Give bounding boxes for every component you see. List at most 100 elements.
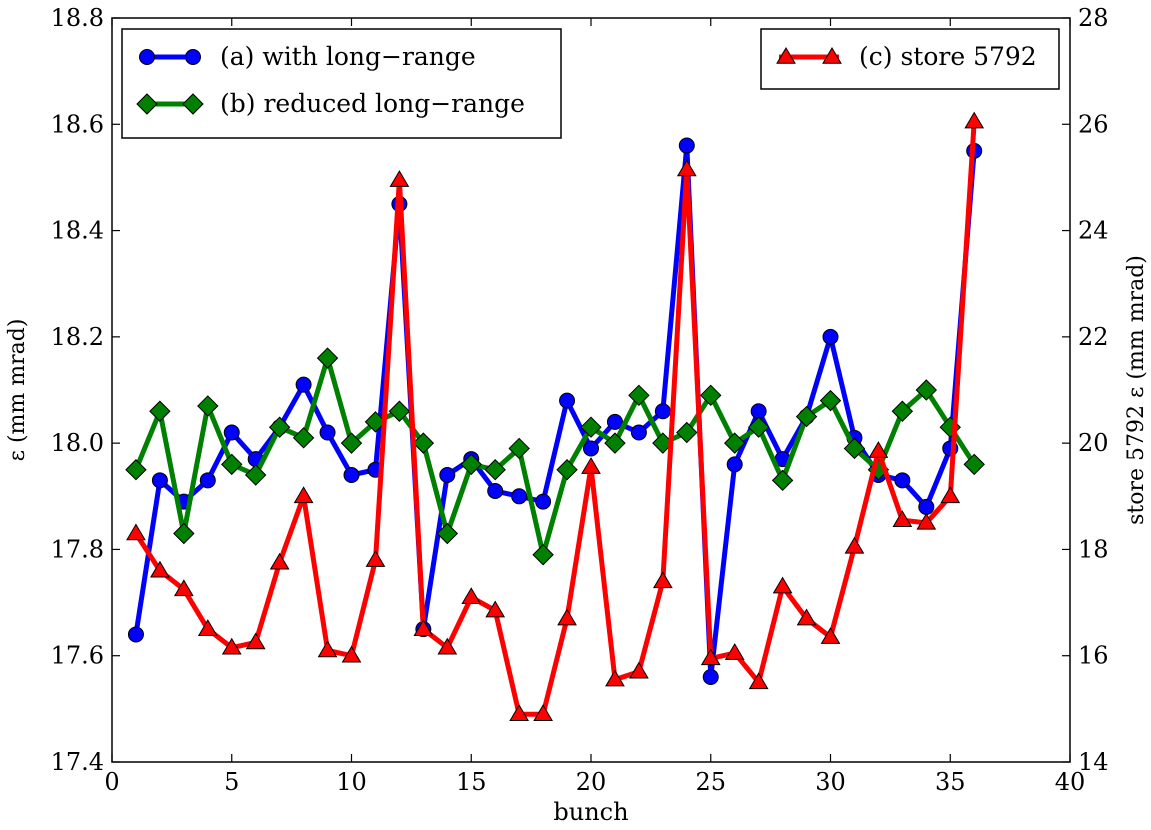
y-tick-label: 18.2 [51, 323, 104, 351]
data-point [509, 704, 530, 721]
data-point [964, 111, 985, 129]
data-point [700, 384, 722, 407]
data-point [822, 328, 839, 345]
data-point [771, 469, 794, 492]
data-point [748, 672, 769, 690]
data-point [580, 416, 602, 438]
data-point [915, 379, 938, 401]
data-point [726, 456, 743, 473]
data-point [654, 403, 671, 420]
series-line [133, 143, 977, 680]
data-point [918, 498, 935, 515]
legend-marker [182, 93, 204, 115]
data-point [485, 600, 506, 618]
data-point [702, 668, 719, 685]
data-point [676, 421, 698, 444]
axes-layer: 0 5 10 15 20 25 30 35 40 17.4 17.6 17.8 18.0 18.2 18.4… [51, 4, 1109, 796]
data-point [461, 587, 482, 605]
data-point [413, 619, 434, 636]
legend-box [121, 28, 562, 139]
y-tick-label: 18.0 [51, 429, 104, 457]
data-point [151, 472, 168, 489]
y2-tick-label: 22 [1078, 323, 1109, 351]
data-point [173, 522, 195, 545]
x-axis-title: bunch [553, 798, 628, 826]
data-point [317, 640, 338, 658]
data-point [629, 661, 649, 679]
data-point [700, 648, 721, 666]
data-point [439, 467, 456, 484]
data-point [819, 389, 842, 412]
data-point [963, 453, 985, 476]
data-point [125, 459, 147, 481]
series-line [133, 355, 977, 558]
data-point [319, 424, 336, 441]
data-point [223, 424, 240, 441]
data-point [891, 400, 914, 422]
legend-marker [185, 49, 201, 65]
data-point [150, 560, 170, 578]
data-point [199, 472, 216, 489]
y-tick-label: 18.4 [51, 217, 104, 245]
data-point [292, 427, 315, 449]
series-line [133, 121, 977, 717]
y2-axis-title: store 5792 ε (mm mrad) [1124, 255, 1149, 525]
y2-tick-label: 14 [1078, 748, 1109, 776]
data-point [149, 400, 171, 422]
y-tick-label: 17.8 [51, 535, 104, 563]
data-point [868, 441, 889, 458]
x-tick-label: 10 [336, 768, 367, 796]
data-point [127, 626, 144, 643]
x-tick-label: 20 [576, 768, 607, 796]
y-tick-label: 17.6 [51, 642, 104, 670]
x-tick-label: 40 [1055, 768, 1086, 796]
series-0 [127, 137, 983, 685]
data-point [316, 347, 339, 369]
data-point [126, 523, 146, 541]
data-point [535, 493, 552, 510]
y-axis-title: ε (mm mrad) [5, 319, 30, 462]
y2-tick-label: 20 [1078, 429, 1109, 457]
data-point [388, 400, 411, 422]
data-point [197, 619, 218, 636]
data-point [843, 437, 866, 460]
data-point [269, 552, 290, 570]
data-point [436, 522, 459, 545]
y2-tick-label: 18 [1078, 535, 1109, 563]
data-point [820, 627, 841, 644]
data-point [484, 459, 506, 481]
data-point [796, 608, 817, 626]
legend-layer: (a) with long−range (b) reduced long−rang… [121, 28, 1060, 139]
legend-marker [822, 47, 842, 64]
data-point [581, 457, 601, 474]
data-point [487, 482, 504, 499]
data-point [341, 645, 362, 663]
data-point [844, 536, 865, 554]
data-point [511, 488, 528, 505]
data-point [772, 576, 793, 594]
data-point [437, 637, 458, 655]
x-tick-label: 35 [935, 768, 966, 796]
y2-tick-label: 26 [1078, 110, 1109, 138]
y2-tick-label: 16 [1078, 642, 1109, 670]
data-point [916, 512, 937, 530]
data-point [795, 405, 818, 428]
series-layer [125, 111, 985, 721]
series-2 [126, 111, 985, 721]
x-tick-label: 30 [815, 768, 846, 796]
data-point [268, 416, 291, 438]
data-point [723, 432, 746, 454]
data-point [676, 159, 697, 177]
data-point [412, 432, 435, 454]
legend: (a) with long−range (b) reduced long−rang… [121, 28, 562, 139]
legend: (c) store 5792 [760, 28, 1060, 90]
y2-tick-label: 24 [1078, 217, 1109, 245]
data-point [630, 424, 647, 441]
legend-label: (c) store 5792 [859, 42, 1037, 71]
legend-marker [136, 93, 158, 115]
data-point [343, 467, 360, 484]
y2-tick-label: 28 [1078, 4, 1109, 32]
data-point [892, 510, 913, 527]
data-point [340, 432, 363, 454]
